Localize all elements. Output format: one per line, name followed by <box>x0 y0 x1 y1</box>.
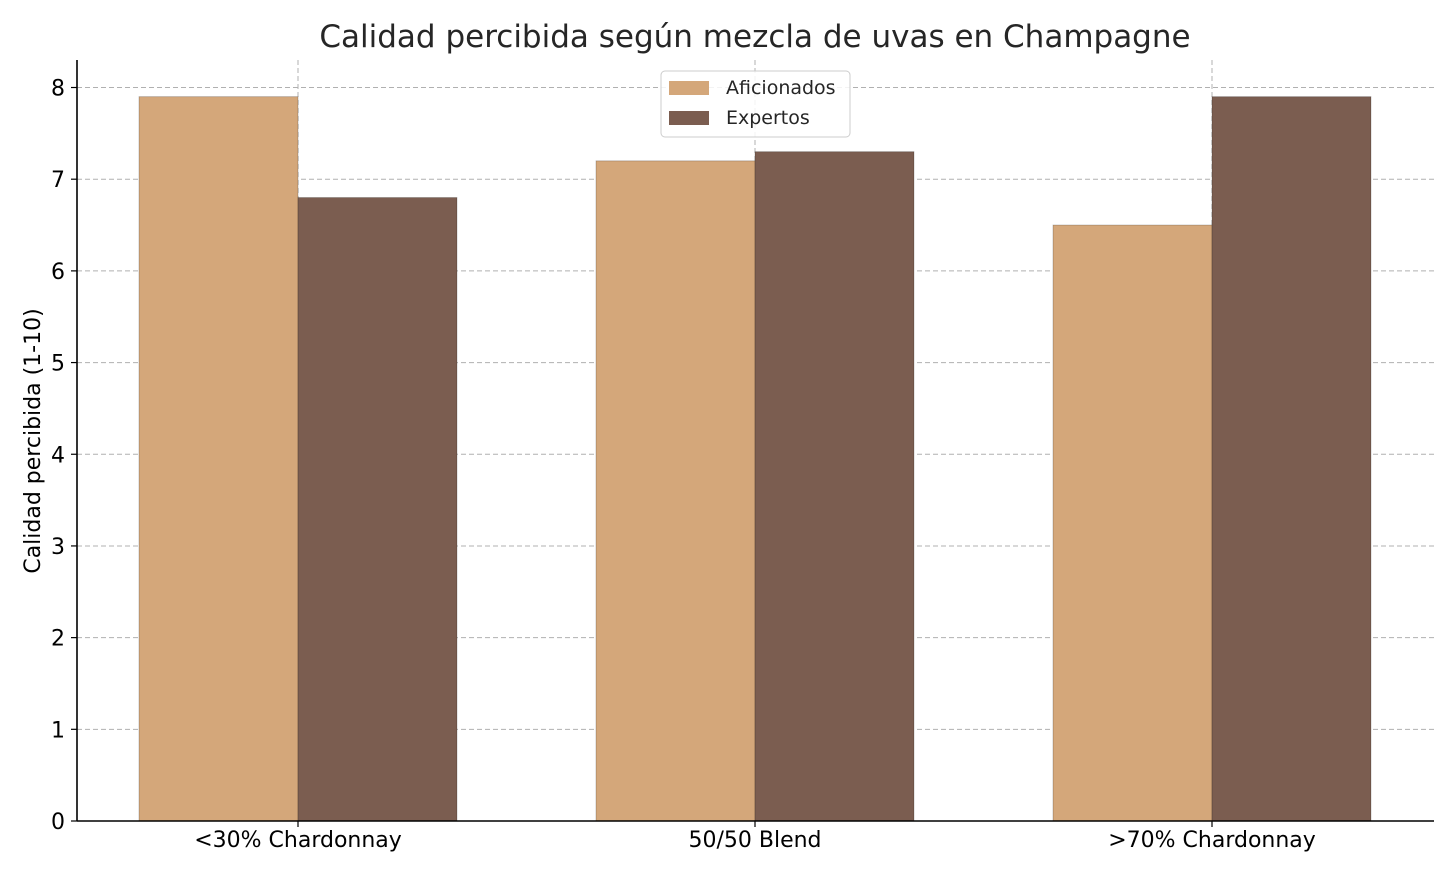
bar-aficionados-2 <box>595 160 756 822</box>
y-tick-label: 6 <box>51 260 65 285</box>
bar-expertos-2 <box>754 151 915 822</box>
chart-title: Calidad percibida según mezcla de uvas e… <box>319 19 1190 55</box>
bar-aficionados-3 <box>1052 224 1213 822</box>
y-tick-label: 4 <box>51 443 65 468</box>
bar-aficionados-1 <box>138 96 299 822</box>
x-tick-label: <30% Chardonnay <box>194 828 402 853</box>
y-ticks: 0 1 2 3 4 5 6 7 8 <box>51 77 77 835</box>
legend-label-aficionados: Aficionados <box>726 77 836 99</box>
y-tick-label: 3 <box>51 535 65 560</box>
x-ticks: <30% Chardonnay 50/50 Blend >70% Chardonna… <box>194 821 1316 853</box>
bars <box>138 96 1372 822</box>
y-axis-label: Calidad percibida (1-10) <box>21 308 46 573</box>
y-tick-label: 7 <box>51 168 65 193</box>
x-tick-label: 50/50 Blend <box>688 828 821 853</box>
x-tick-label: >70% Chardonnay <box>1108 828 1316 853</box>
legend-label-expertos: Expertos <box>726 107 810 129</box>
y-tick-label: 1 <box>51 718 65 743</box>
legend-swatch-expertos <box>669 111 709 125</box>
y-tick-label: 8 <box>51 77 65 102</box>
y-tick-label: 2 <box>51 627 65 652</box>
y-tick-label: 0 <box>51 810 65 835</box>
legend: Aficionados Expertos <box>660 70 851 138</box>
legend-swatch-aficionados <box>669 81 709 95</box>
y-tick-label: 5 <box>51 352 65 377</box>
bar-expertos-1 <box>297 197 458 822</box>
bar-expertos-3 <box>1211 96 1372 822</box>
